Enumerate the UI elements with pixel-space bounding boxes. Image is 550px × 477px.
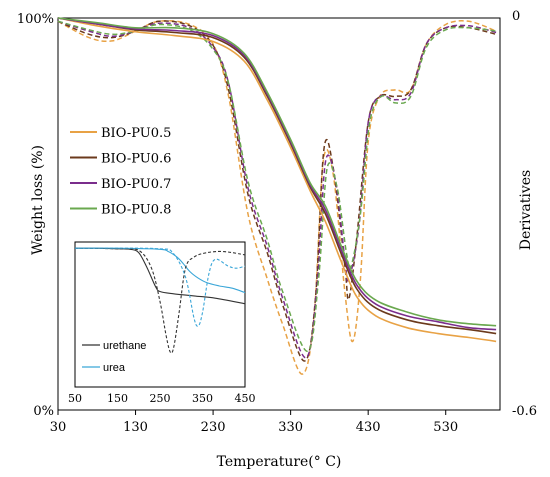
y2-tick-label: -0.6 <box>512 404 537 419</box>
inset-line-urethane-derivative <box>74 247 246 354</box>
inset-series-layer <box>74 247 246 354</box>
series-line-bio-pu0-5-derivative <box>57 20 497 375</box>
series-line-bio-pu0-5-weight <box>57 17 497 343</box>
x-tick-label: 530 <box>433 420 458 435</box>
legend: BIO-PU0.5 BIO-PU0.6 BIO-PU0.7 BIO-PU0.8 <box>70 126 171 218</box>
series-line-bio-pu0-6-weight <box>57 17 497 335</box>
plot-frame <box>57 17 501 411</box>
legend-label: BIO-PU0.7 <box>101 177 171 192</box>
inset-x-tick-label: 450 <box>235 392 256 405</box>
legend-label: BIO-PU0.8 <box>101 203 171 218</box>
inset-x-tick-label: 350 <box>192 392 213 405</box>
y-tick-label: 0% <box>33 404 54 419</box>
inset-x-tick-label: 150 <box>107 392 128 405</box>
inset-legend-label: urethane <box>103 340 146 352</box>
x-axis-title: Temperature(° C) <box>217 454 342 470</box>
inset-legend: urethane urea <box>82 340 146 374</box>
inset-x-ticks: 50 150 250 350 450 <box>68 392 256 405</box>
y2-axis-title: Derivatives <box>518 170 534 250</box>
legend-label: BIO-PU0.6 <box>101 152 171 167</box>
series-line-bio-pu0-6-derivative <box>57 20 497 362</box>
series-line-bio-pu0-8-derivative <box>57 20 497 352</box>
series-line-bio-pu0-7-weight <box>57 17 497 331</box>
y-axis-ticks: 0% 100% <box>17 12 54 419</box>
series-line-bio-pu0-7-derivative <box>57 20 497 359</box>
y-axis-title: Weight loss (%) <box>30 145 46 255</box>
inset-x-tick-label: 50 <box>68 392 82 405</box>
x-tick-label: 230 <box>201 420 226 435</box>
y2-tick-label: 0 <box>512 9 520 24</box>
inset-chart: 50 150 250 350 450 urethane urea <box>68 241 256 405</box>
x-tick-label: 130 <box>123 420 148 435</box>
inset-frame <box>74 241 246 388</box>
x-tick-label: 330 <box>278 420 303 435</box>
y-tick-label: 100% <box>17 12 54 27</box>
inset-x-tick-label: 250 <box>150 392 171 405</box>
y2-axis-ticks: 0 -0.6 <box>512 9 537 419</box>
inset-legend-label: urea <box>103 362 126 374</box>
x-axis-ticks: 30 130 230 330 430 530 <box>50 410 458 435</box>
inset-line-urea-derivative <box>74 247 246 327</box>
x-tick-label: 30 <box>50 420 67 435</box>
legend-label: BIO-PU0.5 <box>101 126 171 141</box>
series-line-bio-pu0-8-weight <box>57 17 497 327</box>
x-tick-label: 430 <box>356 420 381 435</box>
plot-area <box>57 17 501 411</box>
inset-line-urea-weight <box>74 247 246 294</box>
series-layer <box>57 17 497 375</box>
